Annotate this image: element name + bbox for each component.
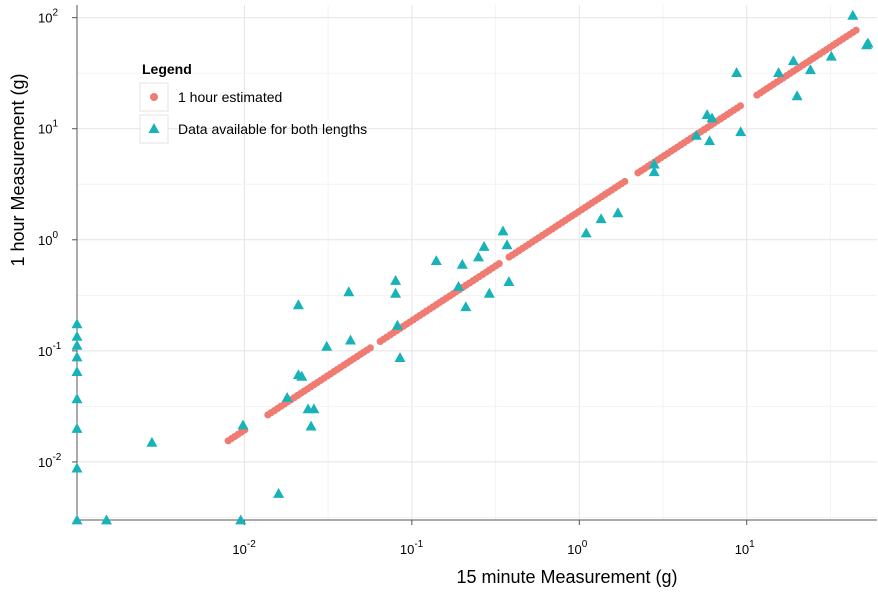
- y-tick-label-2: 100: [38, 230, 58, 248]
- both-lengths-point-47: [731, 67, 743, 77]
- x-tick-label-2: 100: [567, 539, 587, 557]
- both-lengths-point-25: [390, 287, 402, 298]
- estimated-point-74: [495, 260, 503, 268]
- both-lengths-point-1: [71, 330, 83, 341]
- both-lengths-point-28: [430, 255, 442, 265]
- both-lengths-point-2: [71, 339, 83, 350]
- both-lengths-point-37: [503, 276, 515, 286]
- both-lengths-point-46: [706, 112, 718, 123]
- estimated-point-110: [621, 177, 629, 186]
- both-lengths-point-54: [847, 9, 859, 20]
- both-lengths-point-50: [787, 55, 799, 66]
- both-lengths-point-41: [648, 158, 660, 169]
- y-tick-label-0: 10-2: [38, 452, 62, 470]
- both-lengths-point-4: [71, 366, 83, 376]
- both-lengths-point-3: [71, 351, 83, 362]
- y-axis-label: 1 hour Measurement (g): [8, 73, 28, 266]
- y-tick-label-1: 10-1: [38, 341, 62, 359]
- both-lengths-point-6: [71, 423, 83, 433]
- both-lengths-point-21: [321, 340, 333, 351]
- both-lengths-point-13: [273, 488, 285, 498]
- both-lengths-point-31: [460, 301, 472, 312]
- both-lengths-point-49: [773, 67, 785, 77]
- both-lengths-point-23: [345, 334, 356, 345]
- y-tick-label-3: 101: [38, 119, 58, 137]
- x-axis-label: 15 minute Measurement (g): [456, 567, 677, 587]
- both-lengths-point-27: [394, 352, 406, 362]
- both-lengths-point-32: [473, 251, 484, 262]
- both-lengths-point-17: [296, 370, 308, 381]
- both-lengths-point-39: [595, 213, 607, 224]
- both-lengths-point-40: [612, 207, 624, 218]
- both-lengths-point-11: [235, 514, 247, 525]
- both-lengths-point-48: [735, 126, 747, 137]
- both-lengths-point-0: [71, 318, 83, 329]
- legend: Legend 1 hour estimated Data available f…: [139, 61, 367, 144]
- both-lengths-point-8: [71, 514, 83, 525]
- both-lengths-point-5: [71, 393, 83, 404]
- both-lengths-point-34: [483, 287, 495, 298]
- both-lengths-point-53: [825, 50, 837, 61]
- both-lengths-point-38: [580, 227, 592, 238]
- legend-key-both: [148, 123, 160, 133]
- both-lengths-point-43: [690, 129, 702, 140]
- y-ticks: 10-2 10-1 100 101 102: [38, 8, 77, 470]
- axes: [76, 5, 877, 521]
- both-lengths-point-52: [804, 64, 816, 75]
- estimated-point-173: [852, 26, 860, 34]
- both-lengths-point-51: [791, 90, 803, 101]
- both-lengths-point-22: [343, 286, 355, 297]
- estimated-point-37: [366, 344, 374, 352]
- both-lengths-point-19: [305, 420, 317, 431]
- both-lengths-point-10: [146, 436, 158, 447]
- both-lengths-point-42: [648, 166, 660, 177]
- both-lengths-point-9: [101, 514, 112, 525]
- grid: [77, 5, 877, 520]
- both-lengths-point-12: [237, 419, 249, 430]
- both-lengths-point-14: [281, 392, 293, 402]
- both-lengths-point-26: [391, 319, 403, 330]
- legend-label-both: Data available for both lengths: [178, 121, 367, 137]
- x-tick-label-1: 10-1: [400, 539, 424, 557]
- series: [71, 9, 874, 525]
- both-lengths-point-20: [308, 403, 320, 414]
- legend-key-estimated: [150, 93, 158, 101]
- both-lengths-point-35: [497, 225, 509, 236]
- both-lengths-point-45: [704, 135, 716, 146]
- both-lengths-point-30: [456, 258, 468, 269]
- series-estimated: [224, 26, 860, 445]
- x-tick-label-0: 10-2: [232, 539, 256, 557]
- y-tick-label-4: 102: [38, 8, 58, 26]
- both-lengths-point-7: [71, 462, 83, 473]
- both-lengths-point-56: [862, 37, 874, 48]
- both-lengths-point-29: [453, 281, 464, 291]
- series-both-lengths: [71, 9, 874, 525]
- estimated-point-142: [736, 102, 745, 110]
- legend-label-estimated: 1 hour estimated: [178, 89, 282, 105]
- x-ticks: 10-2 10-1 100 101: [232, 520, 755, 557]
- both-lengths-point-36: [501, 239, 513, 250]
- x-tick-label-3: 101: [735, 539, 755, 557]
- legend-title: Legend: [142, 61, 192, 77]
- both-lengths-point-33: [478, 241, 490, 251]
- both-lengths-point-15: [292, 299, 304, 310]
- both-lengths-point-24: [390, 275, 402, 285]
